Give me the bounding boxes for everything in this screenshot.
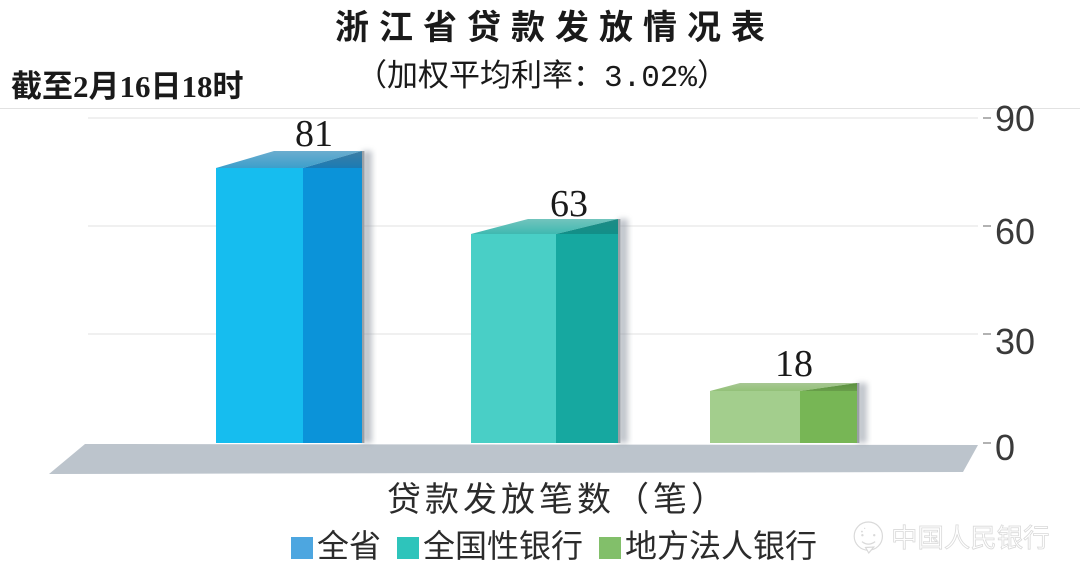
svg-text:中国人民银行: 中国人民银行 [891,523,1049,553]
